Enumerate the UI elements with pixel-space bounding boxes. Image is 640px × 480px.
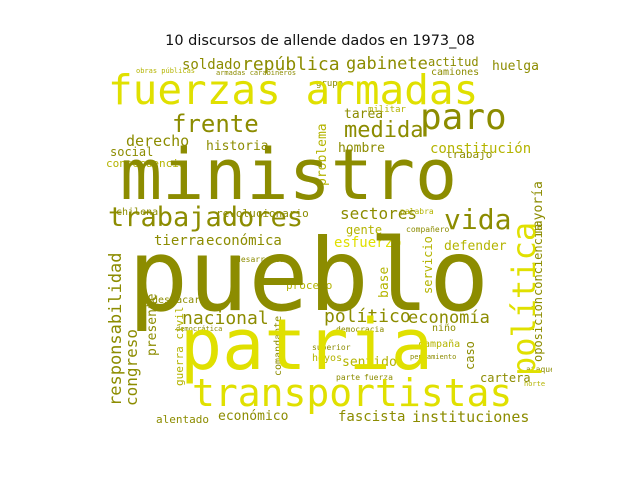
word-esfuerzo: esfuerzo: [334, 235, 402, 251]
word-pensamiento: pensamiento: [410, 353, 457, 361]
word-pueblo: pueblo: [128, 217, 490, 334]
word-companero: compañero: [406, 225, 450, 234]
word-trabajo: trabajo: [446, 148, 493, 161]
word-norte: norte: [524, 380, 546, 388]
word-tarea: tarea: [344, 107, 384, 122]
word-huelga: huelga: [492, 59, 539, 74]
word-militar: militar: [368, 105, 406, 115]
word-nino: niño: [432, 323, 457, 334]
word-economica: económica: [206, 233, 282, 249]
word-cartera: cartera: [480, 371, 531, 385]
word-tierra: tierra: [154, 233, 205, 249]
word-obras-publicas: obras públicas: [136, 67, 196, 75]
word-sectores: sectores: [340, 204, 418, 223]
word-camiones: camiones: [431, 67, 480, 78]
word-medida: medida: [344, 118, 424, 143]
word-actitud: actitud: [428, 56, 479, 69]
word-superior: superior: [312, 343, 351, 352]
word-democracia: democracia: [336, 325, 385, 334]
word-grupo: grupo: [316, 79, 344, 89]
word-fuerzas-armadas: fuerzas armadas: [108, 66, 479, 114]
word-destacar: destacar: [152, 295, 201, 306]
word-palabra: palabra: [400, 207, 434, 216]
word-alentado: alentado: [156, 413, 209, 426]
word-congreso: congreso: [122, 328, 141, 406]
word-defender: defender: [444, 239, 507, 254]
page-title: 10 discursos de allende dados en 1973_08: [165, 33, 475, 49]
word-ministro: ministro: [120, 134, 458, 216]
word-revolucionario: revolucionario: [216, 207, 309, 220]
word-desarrollo: desarrollo: [236, 255, 285, 264]
word-cloud: obras públicas armadas carabineros camio…: [106, 56, 552, 428]
word-democratica: democrática: [176, 325, 223, 333]
word-constitucion: constitución: [430, 141, 532, 157]
word-hombre: hombre: [338, 141, 385, 156]
word-gabinete: gabinete: [346, 56, 428, 74]
word-chilena: chilena: [116, 207, 159, 218]
word-ataque: ataque: [526, 365, 552, 374]
word-fascista: fascista: [338, 409, 406, 425]
word-consecuencia: consecuencia: [106, 157, 186, 170]
word-instituciones: instituciones: [412, 408, 530, 426]
word-fuerza: fuerza: [364, 373, 393, 382]
word-campana: campaña: [418, 339, 461, 350]
word-politico: político: [324, 306, 411, 327]
word-nacional: nacional: [182, 308, 269, 329]
word-caso: caso: [463, 341, 477, 370]
word-trabajadores: trabajadores: [108, 202, 304, 233]
word-politica: política: [505, 221, 543, 376]
word-historia: historia: [206, 139, 269, 154]
word-transportistas: transportistas: [192, 371, 513, 415]
word-derecho: derecho: [126, 132, 190, 150]
word-sentido: sentido: [342, 355, 397, 370]
word-social: social: [110, 145, 154, 159]
word-frente: frente: [172, 110, 259, 138]
word-vida: vida: [444, 203, 512, 236]
word-soldado: soldado: [182, 57, 242, 73]
word-proceso: proceso: [286, 279, 333, 292]
word-hoyos: hoyos: [312, 353, 343, 364]
word-armadas-carabineros: armadas carabineros: [216, 69, 297, 77]
word-economico: económico: [218, 409, 289, 424]
word-republica: república: [242, 56, 340, 75]
word-economia: economía: [408, 308, 490, 328]
word-paro: paro: [420, 97, 507, 138]
word-patria: patria: [180, 304, 433, 386]
word-parte: parte: [336, 373, 361, 382]
word-gente: gente: [346, 223, 383, 237]
